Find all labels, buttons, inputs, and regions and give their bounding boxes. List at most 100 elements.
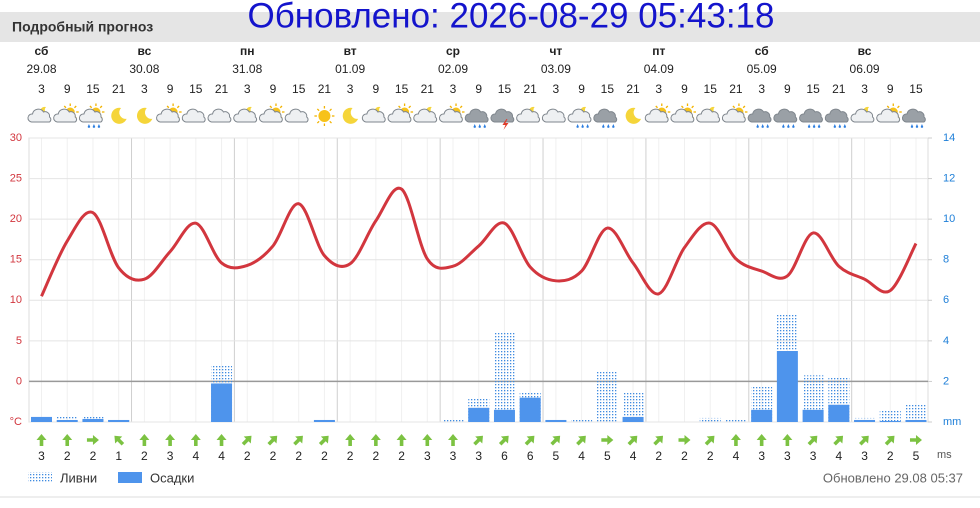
wind-speed: 2 xyxy=(655,449,662,463)
weather-icon xyxy=(824,108,849,128)
cloud xyxy=(284,108,309,123)
wind-arrow xyxy=(859,435,869,446)
wind-arrow xyxy=(498,435,509,446)
day-date: 31.08 xyxy=(232,62,262,76)
moon xyxy=(136,107,153,124)
wind-arrow xyxy=(909,435,922,445)
sun-ray xyxy=(176,105,180,109)
sun-ray xyxy=(681,105,684,109)
hour-label: 21 xyxy=(215,82,229,96)
wind-speed: 3 xyxy=(861,449,868,463)
arrow-shape xyxy=(756,434,767,446)
wind-speed: 2 xyxy=(90,449,97,463)
arrow-shape xyxy=(884,435,895,446)
hour-label: 21 xyxy=(524,82,538,96)
hour-label: 21 xyxy=(112,82,126,96)
rain-drop xyxy=(576,124,579,128)
rain-drop xyxy=(817,124,821,128)
cloud xyxy=(670,108,695,123)
sun-ray xyxy=(279,105,283,109)
wind-arrow xyxy=(678,435,691,445)
cloud xyxy=(387,108,412,123)
wind-arrow xyxy=(267,435,278,446)
cloud xyxy=(181,108,206,123)
weather-icon xyxy=(644,103,671,123)
y2-tick-label: 12 xyxy=(943,172,955,184)
hour-label: 9 xyxy=(681,82,688,96)
temperature-line xyxy=(40,186,918,297)
wind-speed: 2 xyxy=(244,449,251,463)
wind-arrow xyxy=(448,434,459,446)
shower-bar xyxy=(493,332,515,422)
sun-ray xyxy=(329,108,332,112)
moon xyxy=(111,107,127,124)
header-bar xyxy=(0,12,980,42)
weather-icon xyxy=(314,106,335,126)
wind-arrow xyxy=(576,435,586,446)
header-title: Подробный прогноз xyxy=(12,19,153,35)
wind-speed: 5 xyxy=(604,449,611,463)
arrow-shape xyxy=(653,435,664,446)
arrow-shape xyxy=(627,435,638,446)
arrow-shape xyxy=(293,435,303,446)
arrow-shape xyxy=(807,435,818,446)
shower-bar xyxy=(571,419,593,422)
cloud xyxy=(773,108,798,123)
shower-bar xyxy=(622,391,644,422)
weather-icon xyxy=(696,106,721,123)
precip-bar xyxy=(493,409,515,422)
wind-unit: ms xyxy=(937,449,952,461)
precip-bar xyxy=(802,409,824,422)
hour-label: 15 xyxy=(601,82,615,96)
shower-bar xyxy=(725,419,747,422)
cloud xyxy=(233,108,258,123)
wind-speed: 2 xyxy=(141,449,148,463)
cloud xyxy=(567,108,592,123)
weather-icon xyxy=(439,103,465,123)
hour-label: 3 xyxy=(758,82,765,96)
hour-label: 15 xyxy=(86,82,100,96)
weather-icon xyxy=(413,106,438,123)
cloud xyxy=(876,108,901,123)
legend-swatch xyxy=(28,472,52,483)
hour-label: 3 xyxy=(861,82,868,96)
weather-icon xyxy=(670,103,696,123)
rain-drop xyxy=(910,124,914,128)
wind-speed: 2 xyxy=(270,449,277,463)
wind-speed: 3 xyxy=(38,449,45,463)
hour-label: 9 xyxy=(167,82,174,96)
y-tick-label: 20 xyxy=(10,213,22,225)
weather-icon xyxy=(901,108,926,128)
arrow-shape xyxy=(550,435,561,446)
sun-ray xyxy=(316,120,320,124)
hour-label: 21 xyxy=(318,82,332,96)
wind-arrow xyxy=(627,435,638,446)
wind-arrow xyxy=(216,434,227,446)
hour-label: 3 xyxy=(38,82,45,96)
rain-drop xyxy=(483,124,487,128)
weather-icon xyxy=(53,103,79,123)
y-tick-label: 0 xyxy=(16,375,22,387)
legend-label: Ливни xyxy=(60,470,97,485)
arrow-shape xyxy=(498,435,509,446)
y2-tick-label: 4 xyxy=(943,335,949,347)
wind-speed: 4 xyxy=(578,449,585,463)
rain-drop xyxy=(812,124,816,128)
cloud xyxy=(27,108,52,123)
weather-icon xyxy=(490,108,515,130)
wind-arrow xyxy=(601,435,614,445)
arrow-shape xyxy=(370,434,381,446)
y2-tick-label: 10 xyxy=(943,213,955,225)
shower-bar xyxy=(442,419,464,422)
cloud xyxy=(747,108,772,123)
hour-label: 15 xyxy=(292,82,306,96)
cloud xyxy=(541,108,566,123)
weather-icon xyxy=(78,103,105,128)
arrow-shape xyxy=(318,435,329,446)
shower-bar xyxy=(905,403,927,422)
wind-arrow xyxy=(241,435,252,446)
y-tick-label: 15 xyxy=(10,254,22,266)
legend-label: Осадки xyxy=(150,470,194,485)
rain-drop xyxy=(843,124,847,128)
